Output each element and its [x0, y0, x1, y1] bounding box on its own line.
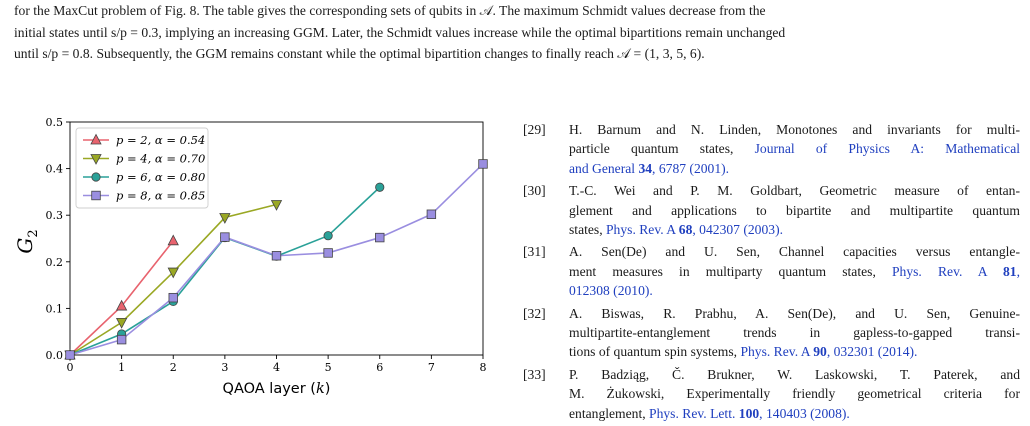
reference-line: glement and applications to bipartite an… — [569, 202, 1020, 218]
y-tick-label: 0.2 — [46, 256, 64, 269]
data-point — [115, 299, 128, 311]
x-tick-label: 1 — [118, 361, 125, 374]
reference-line: P. Badziąg, Č. Brukner, W. Laskowski, T.… — [569, 366, 1020, 382]
data-point — [271, 251, 282, 261]
reference-link[interactable]: 012308 (2010). — [569, 283, 653, 299]
data-point — [167, 234, 179, 246]
x-tick-label: 6 — [376, 361, 383, 374]
reference-link[interactable]: Phys. Rev. A 68, 042307 (2003). — [606, 222, 783, 238]
reference-link[interactable]: Phys. Rev. A 90, 032301 (2014). — [740, 344, 918, 360]
caption-line: until s/p = 0.8. Subsequently, the GGM r… — [14, 46, 705, 61]
reference-item: [31] A. Sen(De) and U. Sen, Channel capac… — [523, 242, 1020, 300]
series-line — [69, 186, 381, 356]
data-point — [426, 209, 437, 219]
reference-item: [32] A. Biswas, R. Prabhu, A. Sen(De), an… — [523, 304, 1020, 362]
reference-line: M. Żukowski, Experimentally friendly geo… — [569, 386, 1020, 402]
reference-item: [29] H. Barnum and N. Linden, Monotones a… — [523, 120, 1020, 178]
legend-marker — [90, 133, 102, 145]
x-tick-label: 8 — [480, 361, 487, 374]
y-tick-label: 0.3 — [46, 209, 64, 222]
x-tick-label: 4 — [273, 361, 280, 374]
reference-line: H. Barnum and N. Linden, Monotones and i… — [569, 122, 1020, 137]
legend-marker — [91, 172, 101, 182]
caption-line: for the MaxCut problem of Fig. 8. The ta… — [14, 3, 766, 18]
x-tick-label: 3 — [221, 361, 228, 374]
reference-link[interactable]: Phys. Rev. A 81, — [891, 263, 1020, 279]
data-point — [115, 317, 128, 329]
reference-line: 012308 (2010). — [569, 281, 1020, 300]
reference-item: [30] T.-C. Wei and P. M. Goldbart, Geomet… — [523, 181, 1020, 239]
x-tick-label: 7 — [428, 361, 435, 374]
data-point — [375, 182, 385, 192]
legend-label: p = 8, α = 0.85 — [116, 189, 205, 203]
reference-line: and General 34, 6787 (2001). — [569, 159, 1020, 178]
caption-line: initial states until s/p = 0.3, implying… — [14, 24, 786, 40]
data-point — [323, 248, 333, 258]
legend-box — [75, 127, 209, 209]
series-line — [69, 203, 277, 356]
figure-chart: 0 1 2 3 4 5 6 7 8 0.0 0.1 0.2 0.3 0.4 0.5 QAOA layer (k… — [0, 105, 500, 410]
x-tick-label: 5 — [325, 361, 332, 374]
legend-label: p = 2, α = 0.54 — [116, 133, 205, 147]
reference-line: tions of quantum spin systems, Phys. Rev… — [569, 344, 918, 360]
data-point — [270, 200, 283, 211]
reference-link[interactable]: Phys. Rev. Lett. 100, 140403 (2008). — [649, 405, 850, 421]
y-axis-label: G2 — [13, 229, 41, 253]
reference-line: A. Sen(De) and U. Sen, Channel capacitie… — [569, 244, 1020, 260]
data-point — [219, 213, 231, 224]
y-tick-label: 0.1 — [46, 302, 64, 315]
legend-label: p = 6, α = 0.80 — [116, 170, 205, 184]
data-point — [323, 231, 333, 241]
data-point — [478, 159, 488, 169]
x-tick-label: 2 — [170, 361, 177, 374]
reference-link[interactable]: Journal of Physics A: Mathematical — [754, 141, 1021, 157]
reference-line: ment measures in multiparty quantum stat… — [569, 263, 1020, 279]
reference-line: particle quantum states, Journal of Phys… — [569, 141, 1021, 157]
reference-number: [33] — [523, 366, 546, 382]
reference-line: entanglement, Phys. Rev. Lett. 100, 1404… — [569, 405, 850, 421]
reference-line: states, Phys. Rev. A 68, 042307 (2003). — [569, 222, 783, 238]
chart-svg: 0 1 2 3 4 5 6 7 8 0.0 0.1 0.2 0.3 0.4 0.5 QAOA layer (k… — [13, 116, 488, 397]
legend-marker — [91, 190, 101, 201]
reference-link[interactable]: and General 34, 6787 (2001). — [569, 160, 730, 176]
reference-line: multipartite-entanglement trends in gapl… — [569, 325, 1020, 341]
reference-number: [32] — [523, 305, 546, 321]
data-point — [167, 267, 179, 279]
data-point — [375, 232, 385, 243]
reference-line: T.-C. Wei and P. M. Goldbart, Geometric … — [569, 183, 1020, 199]
reference-number: [30] — [523, 183, 546, 199]
data-point — [220, 232, 230, 242]
data-point — [168, 292, 178, 303]
x-tick-label: 0 — [67, 361, 74, 374]
legend-label: p = 4, α = 0.70 — [116, 152, 205, 166]
data-point — [65, 350, 75, 360]
y-tick-label: 0.5 — [46, 116, 64, 129]
reference-number: [31] — [523, 244, 546, 260]
legend-marker — [90, 154, 102, 165]
reference-number: [29] — [523, 122, 546, 137]
reference-list: [29] H. Barnum and N. Linden, Monotones a… — [523, 120, 1020, 426]
data-point — [116, 334, 127, 345]
y-tick-label: 0.0 — [46, 349, 64, 362]
reference-line: A. Biswas, R. Prabhu, A. Sen(De), and U.… — [569, 305, 1020, 321]
y-tick-label: 0.4 — [46, 163, 64, 176]
figure-caption: for the MaxCut problem of Fig. 8. The ta… — [14, 0, 1020, 65]
reference-item: [33] P. Badziąg, Č. Brukner, W. Laskowski… — [523, 365, 1020, 423]
x-axis-label: QAOA layer (k) — [223, 381, 331, 397]
